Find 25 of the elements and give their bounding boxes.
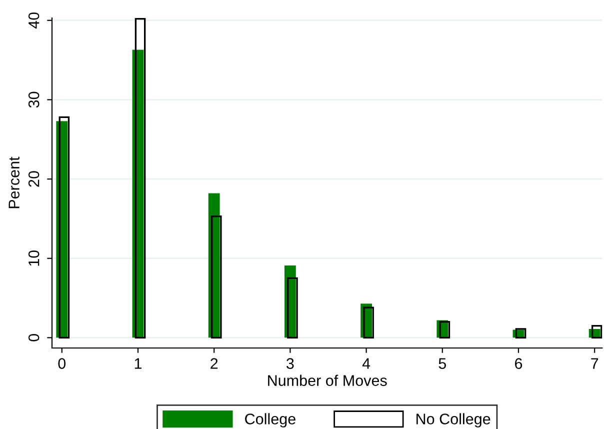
- legend-label: No College: [416, 413, 490, 428]
- bar: [591, 324, 602, 339]
- y-tick-label: 20: [28, 171, 40, 187]
- x-tick-label: 2: [210, 358, 218, 369]
- legend-label: College: [245, 413, 296, 428]
- x-tick-label: 1: [134, 358, 142, 369]
- y-tick-label: 0: [28, 334, 40, 342]
- y-tick-label: 30: [28, 92, 40, 108]
- bar: [439, 320, 450, 339]
- bar: [134, 18, 146, 339]
- y-tick-label: 10: [28, 250, 40, 266]
- bar: [515, 328, 526, 339]
- bar: [363, 306, 374, 339]
- bar: [58, 116, 70, 339]
- x-tick-label: 7: [591, 358, 598, 369]
- x-tick-label: 4: [362, 358, 370, 369]
- y-axis-title: Percent: [8, 156, 20, 208]
- x-tick-label: 3: [286, 358, 294, 369]
- x-tick-label: 5: [438, 358, 446, 369]
- bar: [210, 215, 222, 339]
- x-tick-label: 6: [515, 358, 522, 369]
- y-tick-label: 40: [28, 12, 40, 29]
- bar: [287, 277, 298, 339]
- x-tick-label: 0: [58, 358, 66, 369]
- x-axis-title: Number of Moves: [268, 374, 387, 386]
